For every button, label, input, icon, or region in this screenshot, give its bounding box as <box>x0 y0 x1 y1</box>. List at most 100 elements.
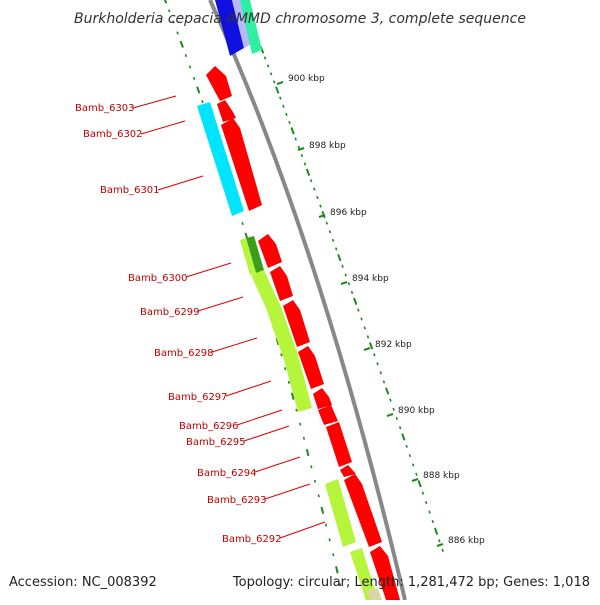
gene-label-6299: Bamb_6299 <box>140 307 200 318</box>
gene-label-6301: Bamb_6301 <box>100 185 160 196</box>
inner-tick <box>302 436 306 440</box>
outer-tick <box>288 121 291 125</box>
cds-block-lime-5 <box>350 548 378 600</box>
inner-tick <box>280 353 283 357</box>
cds-block-mint <box>240 0 262 54</box>
outer-tick <box>389 398 392 402</box>
outer-tick <box>269 72 273 76</box>
outer-tick <box>305 168 311 176</box>
outer-tick <box>368 342 374 350</box>
outer-tick <box>428 510 431 514</box>
kbp-label-894: 894 kbp <box>352 274 389 284</box>
inner-tick <box>320 506 325 515</box>
outer-tick <box>392 407 395 411</box>
outer-tick <box>266 64 270 68</box>
outer-tick <box>434 527 439 535</box>
outer-tick <box>309 179 313 183</box>
inner-tick <box>313 479 317 483</box>
outer-tick <box>425 501 428 505</box>
outer-tick <box>313 187 316 191</box>
gene-arrow-track <box>206 66 400 600</box>
outer-tick <box>350 290 354 295</box>
inner-tick <box>335 566 339 574</box>
gene-arrow-6293 <box>340 465 356 477</box>
outer-tick <box>290 127 295 135</box>
inner-tick <box>163 0 168 4</box>
gene-label-6293: Bamb_6293 <box>207 495 267 506</box>
outer-tick <box>398 426 402 430</box>
cds-block-lavender <box>232 0 252 48</box>
gene-arrow-6291 <box>370 546 400 600</box>
inner-tick <box>324 523 328 527</box>
inner-tick <box>196 86 201 94</box>
cds-block-lime-small <box>240 238 256 275</box>
outer-tick <box>417 480 422 488</box>
outer-tick <box>328 230 332 234</box>
inner-tick <box>284 367 287 371</box>
outer-tick <box>382 380 386 384</box>
outer-tick <box>405 444 408 448</box>
outer-tick <box>373 353 376 357</box>
topology-summary: Topology: circular; Length: 1,281,472 bp… <box>232 575 590 590</box>
inner-tick <box>201 100 204 104</box>
outer-tick <box>438 539 441 543</box>
gene-arrow-6296 <box>313 388 332 409</box>
outer-tick <box>275 86 280 94</box>
gene-label-6292: Bamb_6292 <box>222 534 282 545</box>
cds-block-dark-green <box>246 236 264 273</box>
cds-block-lime-2 <box>266 304 297 357</box>
inner-tick <box>287 380 291 384</box>
outer-tick <box>344 273 347 277</box>
outer-tick <box>379 371 382 375</box>
outer-tick <box>263 56 267 60</box>
inner-tick <box>328 538 331 542</box>
cds-block-lime-3 <box>283 351 312 412</box>
inner-tick <box>241 221 244 226</box>
outer-tick <box>303 162 307 166</box>
gene-arrow-6301 <box>221 118 262 211</box>
kbp-label-892: 892 kbp <box>375 340 412 350</box>
inner-tick <box>192 76 196 80</box>
outer-tick <box>334 247 338 251</box>
outer-tick <box>353 297 358 305</box>
outer-tick <box>421 491 425 495</box>
cds-block-tan <box>366 588 382 600</box>
outer-tick-track <box>259 46 444 552</box>
gene-arrow-6297 <box>298 346 324 389</box>
outer-tick <box>272 80 276 84</box>
gene-arrow-6300 <box>258 234 282 268</box>
cds-block-blue <box>215 0 244 56</box>
gene-label-6297: Bamb_6297 <box>168 392 228 403</box>
outer-tick <box>385 387 390 395</box>
outer-tick <box>395 416 399 421</box>
chromosome-backbone <box>208 0 407 601</box>
cds-block-cyan <box>197 102 244 216</box>
outer-tick <box>408 454 412 458</box>
inner-tick <box>310 465 313 469</box>
gene-label-6302: Bamb_6302 <box>83 129 143 140</box>
inner-tick <box>167 9 171 13</box>
gene-label-6296: Bamb_6296 <box>179 421 239 432</box>
outer-tick <box>331 238 335 242</box>
gene-arrow-6302 <box>217 100 236 122</box>
outer-tick <box>347 282 351 286</box>
inner-tick <box>305 448 310 457</box>
inner-tick <box>332 553 335 557</box>
inner-tick <box>339 583 342 587</box>
inner-tick <box>188 65 192 69</box>
cds-block-lime-4 <box>325 479 356 547</box>
outer-tick <box>279 96 282 100</box>
cds-track <box>197 0 382 600</box>
inner-tick <box>290 392 295 400</box>
outer-tick <box>325 221 329 225</box>
gene-label-6295: Bamb_6295 <box>186 437 246 448</box>
outer-tick <box>415 472 418 476</box>
kbp-label-888: 888 kbp <box>423 471 460 481</box>
outer-tick <box>431 520 435 524</box>
outer-tick <box>297 145 300 149</box>
kbp-label-886: 886 kbp <box>448 536 485 546</box>
gene-arrow-6299 <box>270 266 293 301</box>
outer-tick <box>411 463 415 467</box>
inner-tick <box>176 31 179 35</box>
